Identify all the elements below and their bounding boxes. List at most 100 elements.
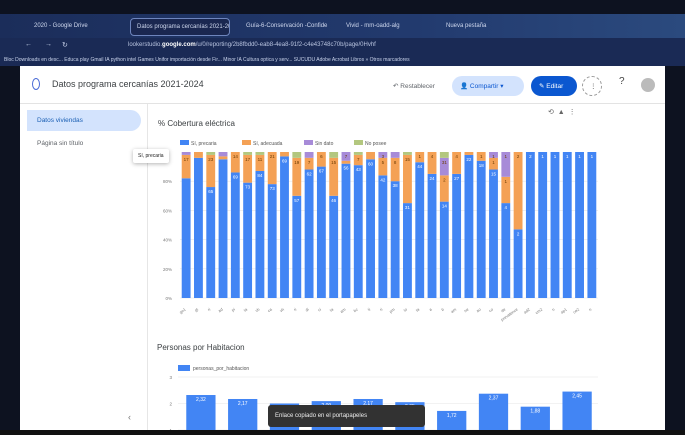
browser-tab-active[interactable]: Datos programa cercanías 2021-2024 — [130, 18, 230, 36]
data-label: 62 — [307, 172, 313, 177]
back-icon[interactable]: ← — [25, 41, 32, 48]
data-label: 65 — [208, 189, 214, 194]
chart-title: Personas por Habitacion — [157, 343, 245, 352]
data-label: 14 — [233, 154, 239, 159]
chart-title: % Cobertura eléctrica — [158, 119, 235, 128]
bar-segment — [415, 152, 425, 163]
chart-toolbar-icons[interactable]: ⟲ ▲ ⋮ — [548, 109, 576, 116]
bar-segment — [513, 229, 523, 298]
browser-tab[interactable]: Guía-6-Conservación -Confide — [246, 23, 328, 29]
bar-segment — [452, 173, 462, 298]
address-bar[interactable]: ← → ↻ lookerstudio.google.com/u/0/report… — [0, 38, 685, 54]
edit-button[interactable]: ✎ Editar — [531, 76, 577, 96]
bar — [478, 393, 509, 435]
sidebar-item-datos-viviendas[interactable]: Datos viviendas — [27, 110, 141, 131]
x-tick-label: di — [304, 307, 310, 313]
url-text[interactable]: lookerstudio.google.com/u/0/reporting/2b… — [128, 42, 376, 48]
data-label: 44 — [417, 164, 423, 169]
x-tick-label: de — [500, 306, 507, 313]
x-tick-label: ri — [293, 307, 298, 312]
x-tick-label: ta — [243, 306, 249, 312]
bar-segment — [550, 152, 560, 298]
data-label: 31 — [405, 205, 411, 210]
data-label: 14 — [442, 204, 448, 209]
bar-segment — [218, 159, 228, 298]
bar-segment — [439, 175, 449, 202]
x-tick-label: ne — [463, 306, 470, 313]
x-tick-label: vh — [254, 307, 260, 314]
data-label: 4 — [431, 154, 434, 159]
data-label: 24 — [430, 176, 436, 181]
bar-segment — [378, 157, 388, 176]
x-tick-label: ap1 — [559, 306, 568, 314]
share-button[interactable]: 👤 Compartir ▾ — [452, 76, 524, 96]
y-tick-label: 60% — [163, 208, 172, 213]
data-label: 5 — [382, 160, 385, 165]
bar-segment — [427, 152, 437, 174]
data-label: 1 — [554, 154, 557, 159]
help-icon[interactable]: ? — [619, 76, 625, 87]
bar — [186, 395, 216, 435]
x-tick-label: ci — [317, 307, 322, 313]
x-tick-label: ta — [329, 306, 335, 312]
bookmarks-bar[interactable]: Bloc Downloads en desc... Educa play Gma… — [0, 54, 685, 66]
collapse-sidebar-icon[interactable]: ‹ — [128, 412, 131, 422]
bar-segment — [280, 156, 289, 298]
bar-segment — [390, 181, 400, 298]
bar-segment — [341, 160, 351, 164]
data-label: 23 — [208, 157, 214, 162]
legend-label: Sí, precaria — [191, 141, 217, 147]
data-label: 2 — [529, 154, 532, 159]
data-label: 1 — [578, 154, 581, 159]
x-tick-label: gt — [193, 306, 199, 313]
reset-button[interactable]: ↶ Restablecer — [393, 83, 435, 90]
data-label: 17 — [184, 157, 190, 162]
more-options-icon[interactable]: ⋮ — [582, 76, 602, 96]
data-label: 7 — [345, 154, 348, 159]
bar-segment — [452, 152, 462, 174]
bar-segment — [489, 169, 498, 298]
data-label: 1 — [505, 154, 508, 159]
bar-segment — [439, 201, 449, 298]
y-tick-label: 0% — [165, 296, 172, 301]
avatar[interactable] — [641, 78, 655, 92]
bar-segment — [464, 154, 474, 298]
bar-segment — [304, 152, 314, 158]
x-tick-label: ta — [415, 306, 421, 312]
bar-segment — [366, 159, 375, 298]
browser-tab[interactable]: Vivid - mm-oadd-alg — [346, 23, 400, 29]
x-tick-label: gn1 — [178, 306, 187, 314]
x-tick-label: am — [450, 306, 458, 314]
browser-tab[interactable]: 2020 - Google Drive — [34, 23, 88, 29]
data-label: 1 — [480, 154, 483, 159]
data-label: 21 — [270, 154, 276, 159]
y-tick-label: 20% — [163, 267, 172, 272]
bar-segment — [194, 157, 203, 298]
report-title: Datos programa cercanías 2021-2024 — [52, 79, 204, 89]
bar-segment — [218, 152, 228, 157]
x-tick-label: co — [488, 306, 495, 313]
bar-segment — [243, 152, 253, 155]
forward-icon[interactable]: → — [45, 41, 52, 48]
x-tick-label: ca — [266, 306, 273, 313]
data-label: 56 — [343, 166, 349, 171]
reload-icon[interactable]: ↻ — [62, 42, 68, 49]
bar-segment — [403, 203, 412, 298]
browser-tab-bar: 2020 - Google Drive Datos programa cerca… — [0, 14, 685, 38]
bar-segment — [562, 152, 572, 298]
browser-tab[interactable]: Nueva pestaña — [446, 23, 487, 29]
data-label: 15 — [331, 160, 337, 165]
bar-segment — [329, 157, 339, 196]
data-label: 1 — [505, 179, 508, 184]
x-tick-label: ad — [217, 307, 224, 314]
sidebar-item-pagina-sin-titulo[interactable]: Página sin título — [37, 140, 84, 147]
bar-segment — [329, 152, 339, 158]
bar-segment — [255, 170, 265, 298]
data-label: 4 — [505, 205, 508, 210]
legend-label: Sí, adecuada — [253, 141, 283, 147]
bar-segment — [390, 152, 400, 158]
bar-segment — [181, 154, 191, 179]
data-label: 46 — [331, 198, 337, 203]
bar-segment — [525, 152, 535, 298]
bar-segment — [353, 165, 363, 298]
